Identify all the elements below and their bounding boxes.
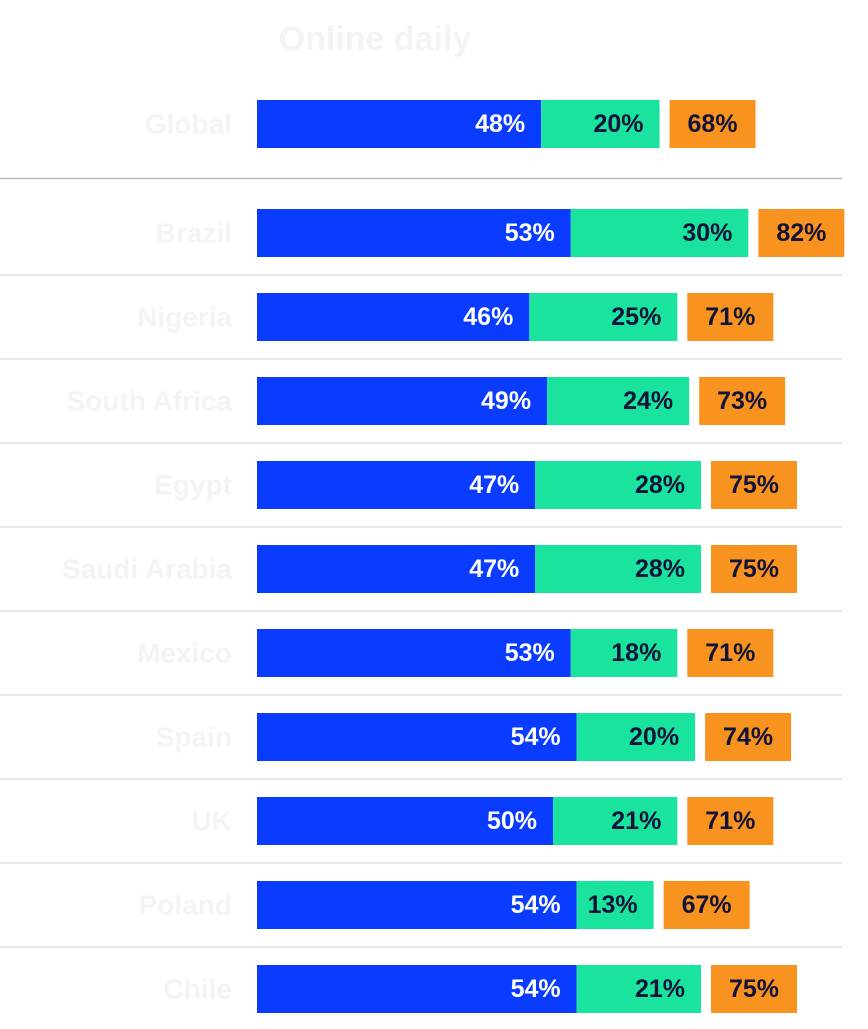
- bar-segment-2: [570, 629, 678, 677]
- total-box: [711, 461, 797, 509]
- bar-segment-1: [257, 209, 571, 257]
- bar-label-1: 54%: [511, 975, 561, 1003]
- bar-label-2: 20%: [629, 723, 679, 751]
- bar-label-1: 49%: [481, 387, 531, 415]
- bar-segment-1: [257, 461, 536, 509]
- bar-segment-2: [541, 100, 660, 148]
- bar-segment-1: [257, 965, 577, 1013]
- total-label: 74%: [723, 723, 773, 751]
- bar-label-2: 28%: [635, 555, 685, 583]
- category-label: Chile: [164, 974, 232, 1005]
- total-label: 75%: [729, 555, 779, 583]
- bar-segment-1: [257, 100, 542, 148]
- bar-label-2: 28%: [635, 471, 685, 499]
- bar-segment-2: [553, 797, 678, 845]
- bar-segment-1: [257, 797, 553, 845]
- total-label: 82%: [776, 219, 826, 247]
- bar-label-2: 18%: [611, 639, 661, 667]
- bar-label-1: 54%: [511, 723, 561, 751]
- category-label: South Africa: [67, 386, 233, 417]
- bar-label-2: 21%: [635, 975, 685, 1003]
- bar-segment-2: [535, 545, 701, 593]
- bar-segment-1: [257, 881, 577, 929]
- category-label: Brazil: [156, 218, 232, 249]
- total-box: [687, 293, 774, 341]
- bar-segment-2: [547, 377, 690, 425]
- total-box: [687, 797, 774, 845]
- total-label: 75%: [729, 975, 779, 1003]
- bar-label-2: 30%: [682, 219, 732, 247]
- bar-label-1: 48%: [475, 110, 525, 138]
- chart-title: Online daily: [278, 20, 472, 58]
- bar-segment-1: [257, 377, 548, 425]
- bar-segment-1: [257, 293, 530, 341]
- category-label: Egypt: [154, 470, 232, 501]
- total-label: 71%: [705, 807, 755, 835]
- bar-segment-1: [257, 713, 577, 761]
- bar-segment-2: [576, 713, 696, 761]
- category-label: Mexico: [137, 638, 232, 669]
- total-box: [663, 881, 750, 929]
- total-label: 67%: [682, 891, 732, 919]
- bar-label-1: 54%: [511, 891, 561, 919]
- bar-segment-2: [535, 461, 701, 509]
- total-box: [758, 209, 845, 257]
- total-box: [699, 377, 786, 425]
- total-box: [669, 100, 756, 148]
- category-label: Spain: [156, 722, 232, 753]
- total-label: 75%: [729, 471, 779, 499]
- bar-label-2: 20%: [594, 110, 644, 138]
- bar-segment-2: [529, 293, 678, 341]
- category-label: UK: [192, 806, 232, 837]
- bar-label-1: 50%: [487, 807, 537, 835]
- bar-label-2: 25%: [611, 303, 661, 331]
- bar-segment-2: [576, 965, 701, 1013]
- bar-label-1: 47%: [469, 555, 519, 583]
- category-label: Saudi Arabia: [62, 554, 233, 585]
- bar-label-1: 53%: [505, 219, 555, 247]
- bar-label-1: 46%: [463, 303, 513, 331]
- total-label: 71%: [705, 303, 755, 331]
- bar-segment-1: [257, 629, 571, 677]
- total-box: [711, 965, 797, 1013]
- bar-segment-2: [570, 209, 749, 257]
- total-label: 71%: [705, 639, 755, 667]
- bar-segment-2: [576, 881, 654, 929]
- total-box: [705, 713, 792, 761]
- bar-label-1: 53%: [505, 639, 555, 667]
- category-label: Nigeria: [137, 302, 232, 333]
- total-label: 68%: [688, 110, 738, 138]
- bar-segment-1: [257, 545, 536, 593]
- bar-label-1: 47%: [469, 471, 519, 499]
- total-label: 73%: [717, 387, 767, 415]
- category-label: Poland: [139, 890, 232, 921]
- total-box: [711, 545, 797, 593]
- total-box: [687, 629, 774, 677]
- bar-label-2: 13%: [588, 891, 638, 919]
- bar-label-2: 21%: [611, 807, 661, 835]
- bar-label-2: 24%: [623, 387, 673, 415]
- category-label: Global: [145, 109, 232, 140]
